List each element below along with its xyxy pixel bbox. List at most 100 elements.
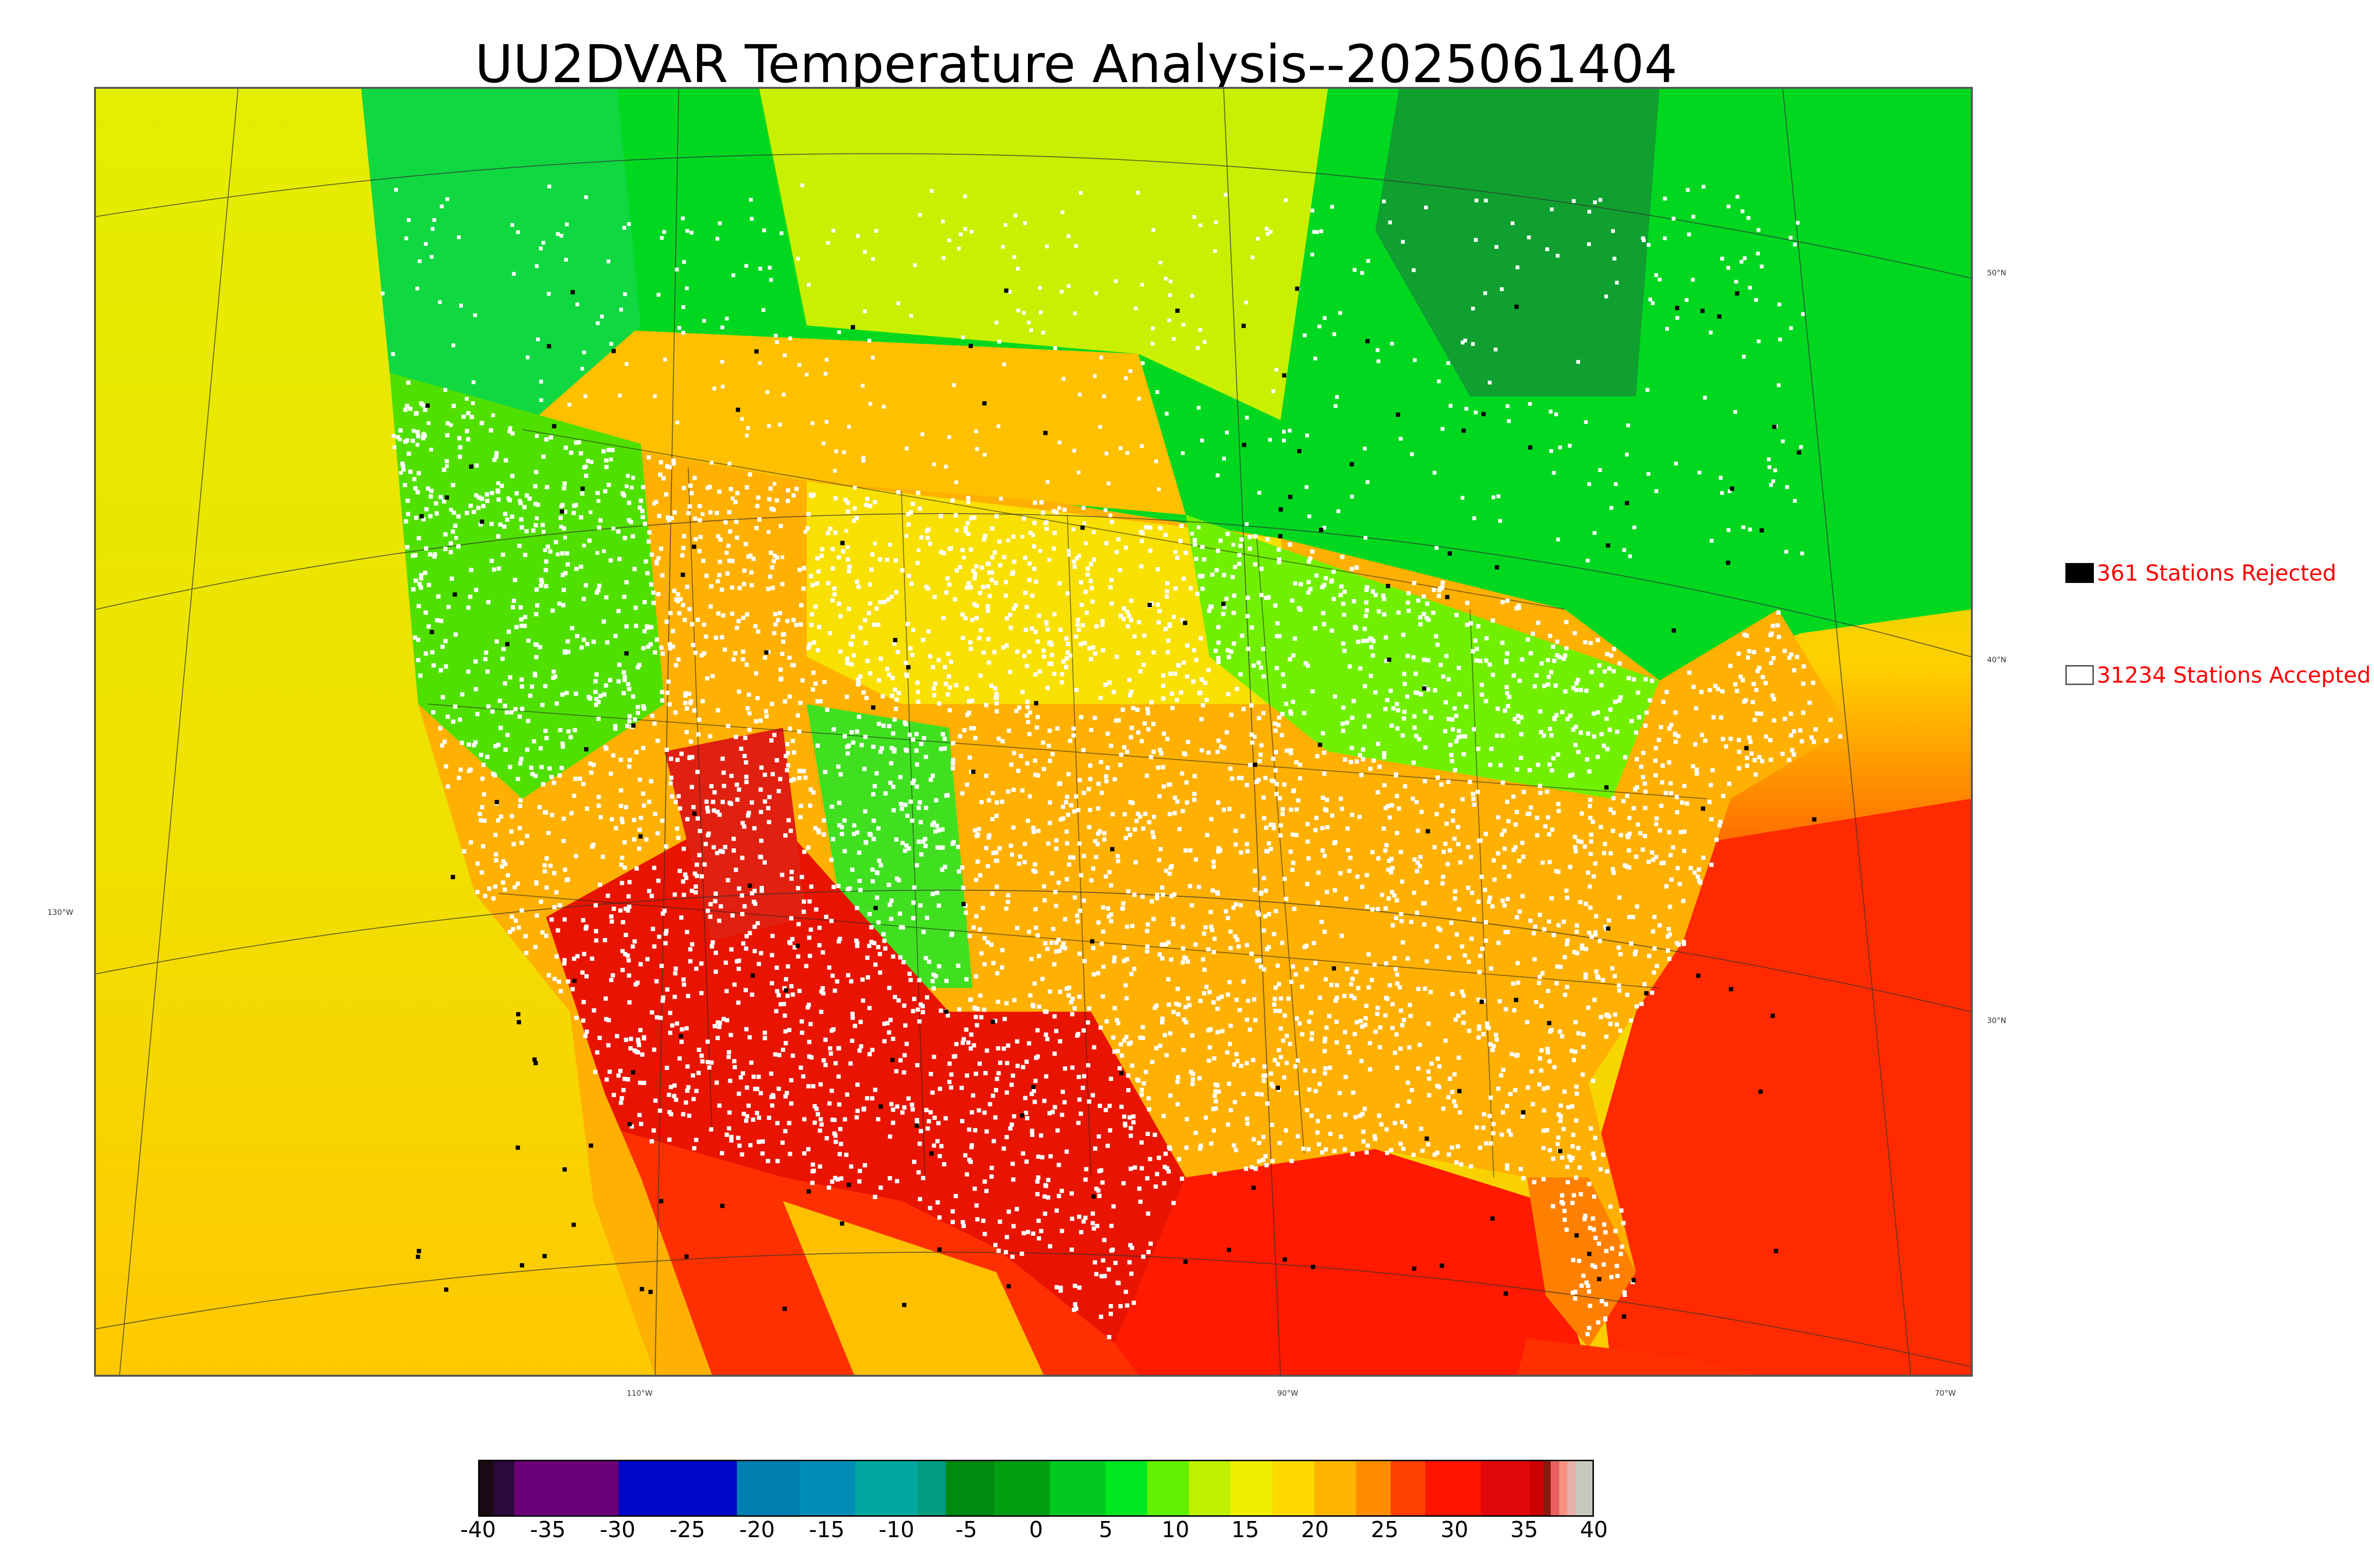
station-accepted: [998, 563, 1002, 568]
station-accepted: [1502, 864, 1507, 869]
station-accepted: [1504, 1007, 1508, 1012]
station-accepted: [837, 1102, 842, 1107]
station-accepted: [1476, 997, 1481, 1002]
station-accepted: [778, 423, 782, 427]
station-accepted: [1125, 609, 1130, 614]
station-accepted: [1470, 649, 1475, 654]
station-accepted: [1366, 259, 1370, 263]
station-accepted: [792, 945, 797, 950]
station-accepted: [712, 808, 716, 813]
station-accepted: [746, 813, 751, 818]
station-accepted: [1076, 1032, 1081, 1036]
station-accepted: [1129, 1126, 1133, 1130]
station-accepted: [759, 951, 763, 956]
station-accepted: [1479, 683, 1484, 687]
station-accepted: [557, 773, 562, 778]
station-accepted: [1370, 589, 1375, 594]
graticule: [96, 89, 1971, 1375]
station-accepted: [768, 486, 773, 491]
station-accepted: [559, 766, 564, 770]
station-accepted: [520, 684, 525, 689]
station-accepted: [1021, 1231, 1026, 1236]
station-accepted: [1363, 446, 1367, 451]
station-accepted: [991, 961, 996, 966]
station-accepted: [684, 1100, 688, 1105]
station-accepted: [1169, 691, 1174, 696]
station-accepted: [647, 530, 652, 535]
station-accepted: [1538, 790, 1543, 795]
station-accepted: [597, 583, 602, 588]
station-accepted: [1101, 648, 1105, 653]
station-accepted: [1148, 525, 1152, 530]
station-accepted: [1209, 924, 1214, 929]
station-accepted: [1318, 995, 1322, 1000]
station-rejected: [1771, 1014, 1775, 1018]
station-accepted: [701, 558, 706, 563]
station-accepted: [964, 686, 969, 691]
station-accepted: [1726, 266, 1730, 270]
station-accepted: [809, 574, 813, 579]
station-accepted: [819, 1117, 823, 1122]
station-accepted: [783, 1129, 788, 1134]
station-accepted: [466, 411, 471, 415]
station-accepted: [536, 337, 540, 341]
station-accepted: [1106, 914, 1111, 919]
station-accepted: [1289, 979, 1294, 984]
station-accepted: [963, 1153, 968, 1158]
station-accepted: [545, 485, 549, 489]
station-accepted: [774, 555, 779, 560]
temperature-map[interactable]: [94, 87, 1973, 1377]
station-accepted: [715, 809, 720, 814]
station-accepted: [1112, 959, 1116, 964]
station-accepted: [1515, 809, 1519, 814]
station-accepted: [1383, 848, 1388, 853]
station-accepted: [1204, 1115, 1208, 1120]
station-accepted: [788, 1152, 792, 1156]
station-accepted: [1055, 726, 1060, 731]
station-accepted: [1474, 658, 1479, 663]
station-accepted: [1564, 646, 1569, 651]
station-accepted: [1550, 768, 1554, 773]
station-accepted: [782, 393, 786, 397]
station-accepted: [664, 492, 669, 497]
station-accepted: [1342, 590, 1347, 594]
station-accepted: [1428, 990, 1433, 995]
station-accepted: [970, 1110, 974, 1115]
station-accepted: [1470, 891, 1474, 895]
station-accepted: [830, 547, 835, 552]
station-accepted: [1208, 910, 1213, 914]
station-accepted: [670, 644, 675, 649]
station-accepted: [1313, 357, 1318, 361]
station-accepted: [1736, 738, 1741, 742]
station-accepted: [715, 511, 719, 516]
station-accepted: [1054, 1029, 1059, 1033]
station-accepted: [820, 986, 825, 991]
station-accepted: [1587, 930, 1592, 935]
station-accepted: [937, 701, 942, 706]
station-accepted: [1056, 1193, 1061, 1198]
station-accepted: [519, 757, 524, 761]
station-accepted: [1295, 1134, 1300, 1139]
station-accepted: [744, 1085, 749, 1090]
station-accepted: [1789, 235, 1793, 240]
station-accepted: [415, 286, 419, 291]
station-accepted: [726, 1050, 731, 1054]
station-rejected: [795, 943, 800, 948]
station-accepted: [782, 1002, 786, 1006]
station-accepted: [1452, 836, 1457, 841]
station-accepted: [552, 976, 557, 981]
station-accepted: [1159, 942, 1164, 947]
station-accepted: [1420, 1148, 1425, 1153]
station-accepted: [979, 628, 983, 633]
station-accepted: [1583, 975, 1588, 980]
station-accepted: [1349, 982, 1354, 986]
station-accepted: [1424, 880, 1429, 884]
station-accepted: [572, 504, 576, 508]
station-accepted: [770, 981, 774, 986]
station-accepted: [1463, 734, 1468, 739]
station-accepted: [1654, 854, 1658, 859]
station-accepted: [627, 1000, 632, 1005]
station-accepted: [1564, 942, 1569, 947]
station-rejected: [1276, 1085, 1280, 1090]
station-accepted: [918, 213, 922, 217]
